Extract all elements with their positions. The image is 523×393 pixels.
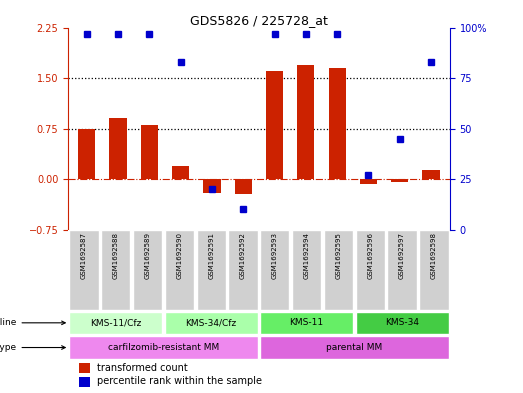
Bar — [292, 230, 321, 310]
Text: GSM1692594: GSM1692594 — [304, 232, 310, 279]
Bar — [391, 179, 408, 182]
Bar — [197, 230, 226, 310]
Text: GSM1692596: GSM1692596 — [367, 232, 373, 279]
Text: parental MM: parental MM — [326, 343, 382, 352]
Bar — [328, 68, 346, 179]
Bar — [229, 230, 258, 310]
Text: KMS-34/Cfz: KMS-34/Cfz — [186, 318, 237, 327]
Bar — [423, 170, 440, 179]
Text: GSM1692588: GSM1692588 — [113, 232, 119, 279]
Bar — [324, 230, 353, 310]
Bar — [235, 179, 252, 194]
Bar — [419, 230, 449, 310]
Title: GDS5826 / 225728_at: GDS5826 / 225728_at — [190, 15, 328, 28]
Bar — [203, 179, 221, 193]
Text: GSM1692598: GSM1692598 — [431, 232, 437, 279]
Text: percentile rank within the sample: percentile rank within the sample — [97, 376, 262, 386]
Bar — [78, 129, 95, 179]
Text: GSM1692591: GSM1692591 — [208, 232, 214, 279]
Text: cell line: cell line — [0, 318, 65, 327]
Bar — [101, 230, 130, 310]
Bar — [172, 165, 189, 179]
Bar — [69, 230, 98, 310]
Text: KMS-11: KMS-11 — [290, 318, 324, 327]
Bar — [133, 230, 162, 310]
Bar — [260, 230, 289, 310]
Text: cell type: cell type — [0, 343, 65, 352]
Bar — [297, 64, 314, 179]
Text: transformed count: transformed count — [97, 363, 187, 373]
Bar — [165, 230, 194, 310]
Bar — [165, 312, 258, 334]
Bar — [356, 312, 449, 334]
Bar — [360, 179, 377, 184]
Bar — [388, 230, 417, 310]
Bar — [69, 312, 162, 334]
Text: GSM1692587: GSM1692587 — [81, 232, 87, 279]
Bar — [79, 363, 90, 373]
Text: GSM1692590: GSM1692590 — [176, 232, 183, 279]
Text: GSM1692597: GSM1692597 — [399, 232, 405, 279]
Bar — [266, 71, 283, 179]
Bar — [141, 125, 158, 179]
Text: GSM1692595: GSM1692595 — [335, 232, 342, 279]
Text: KMS-34: KMS-34 — [385, 318, 419, 327]
Text: KMS-11/Cfz: KMS-11/Cfz — [90, 318, 141, 327]
Bar — [109, 118, 127, 179]
Text: GSM1692589: GSM1692589 — [144, 232, 151, 279]
Bar — [356, 230, 385, 310]
Bar — [69, 336, 258, 359]
Text: GSM1692593: GSM1692593 — [272, 232, 278, 279]
Bar — [260, 312, 353, 334]
Text: carfilzomib-resistant MM: carfilzomib-resistant MM — [108, 343, 219, 352]
Bar — [260, 336, 449, 359]
Text: GSM1692592: GSM1692592 — [240, 232, 246, 279]
Bar — [79, 376, 90, 387]
